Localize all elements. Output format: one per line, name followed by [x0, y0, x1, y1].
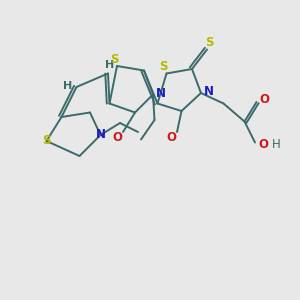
Text: S: S [205, 36, 214, 50]
Text: O: O [112, 131, 123, 144]
Text: S: S [110, 53, 118, 66]
Text: O: O [259, 93, 269, 106]
Text: S: S [159, 60, 167, 74]
Text: N: N [203, 85, 214, 98]
Text: H: H [272, 137, 280, 151]
Text: N: N [155, 86, 166, 100]
Text: H: H [63, 80, 72, 91]
Text: N: N [95, 128, 106, 142]
Text: H: H [105, 60, 114, 70]
Text: S: S [42, 134, 51, 148]
Text: O: O [259, 137, 269, 151]
Text: O: O [167, 131, 177, 144]
